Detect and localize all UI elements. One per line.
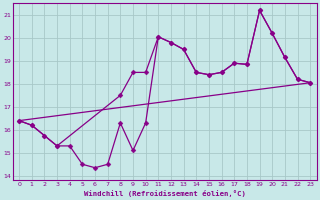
X-axis label: Windchill (Refroidissement éolien,°C): Windchill (Refroidissement éolien,°C) [84,190,245,197]
